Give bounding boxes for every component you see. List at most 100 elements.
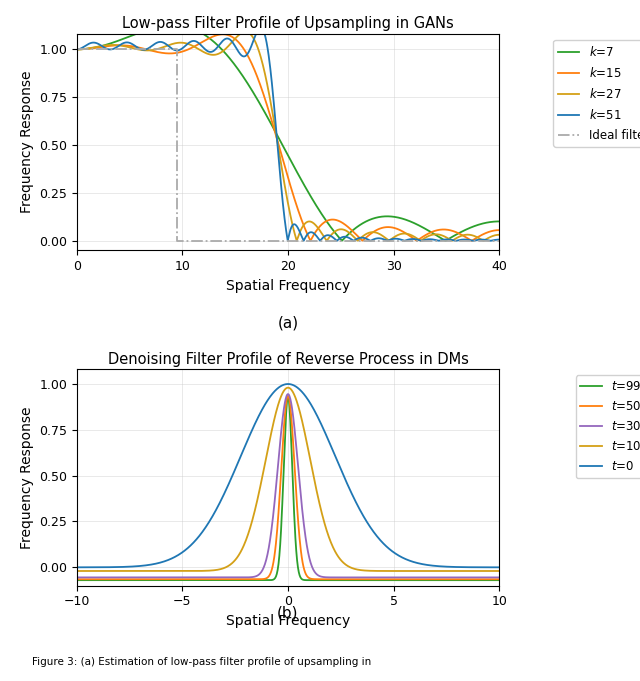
Line: $t$=0: $t$=0 <box>77 384 499 567</box>
X-axis label: Spatial Frequency: Spatial Frequency <box>226 279 350 293</box>
$t$=100 <box>244 532 252 540</box>
Line: $k$=7: $k$=7 <box>77 25 499 240</box>
$t$=999 <box>259 576 267 584</box>
$t$=300 <box>410 573 418 582</box>
$k$=15 <box>394 225 401 233</box>
$k$=15 <box>99 43 106 51</box>
Ideal filter <box>495 237 503 245</box>
$k$=7 <box>495 217 503 225</box>
$k$=27 <box>319 231 326 239</box>
Text: (b): (b) <box>277 605 299 620</box>
$k$=15 <box>73 45 81 53</box>
$t$=0 <box>73 563 81 571</box>
$k$=15 <box>219 30 227 38</box>
$k$=51 <box>418 237 426 245</box>
Line: $t$=999: $t$=999 <box>77 397 499 580</box>
Line: $t$=500: $t$=500 <box>77 396 499 580</box>
$t$=999 <box>403 576 410 584</box>
$t$=0 <box>259 404 267 412</box>
$t$=999 <box>364 576 371 584</box>
Line: $t$=300: $t$=300 <box>77 394 499 577</box>
$k$=7 <box>437 234 445 242</box>
$k$=27 <box>438 231 445 239</box>
Legend: $t$=999, $t$=500, $t$=300, $t$=100, $t$=0: $t$=999, $t$=500, $t$=300, $t$=100, $t$=… <box>575 375 640 478</box>
$t$=0 <box>403 556 410 564</box>
$t$=500 <box>364 575 371 584</box>
$k$=15 <box>437 225 445 234</box>
$t$=500 <box>495 575 503 584</box>
$t$=0 <box>364 518 371 526</box>
$k$=51 <box>394 235 401 243</box>
Title: Denoising Filter Profile of Reverse Process in DMs: Denoising Filter Profile of Reverse Proc… <box>108 352 468 367</box>
$t$=300 <box>403 573 410 582</box>
Ideal filter <box>173 237 181 245</box>
Line: Ideal filter: Ideal filter <box>77 49 499 241</box>
$k$=51 <box>495 236 503 244</box>
$k$=7 <box>394 213 401 221</box>
$k$=15 <box>319 219 326 227</box>
$t$=300 <box>73 573 81 582</box>
$t$=0 <box>244 436 252 444</box>
Text: Figure 3: (a) Estimation of low-pass filter profile of upsampling in: Figure 3: (a) Estimation of low-pass fil… <box>32 657 371 667</box>
Line: $k$=27: $k$=27 <box>77 32 499 240</box>
$t$=300 <box>259 565 267 573</box>
$t$=100 <box>403 567 410 575</box>
$k$=7 <box>330 227 337 235</box>
Ideal filter <box>173 45 181 53</box>
$k$=27 <box>342 227 350 235</box>
$t$=999 <box>284 393 292 401</box>
$t$=500 <box>284 392 292 400</box>
Line: $k$=51: $k$=51 <box>77 28 499 241</box>
$k$=7 <box>99 42 106 50</box>
$k$=7 <box>342 232 350 240</box>
$k$=27 <box>330 228 337 236</box>
$t$=500 <box>259 575 267 583</box>
$k$=7 <box>319 211 326 219</box>
$t$=0 <box>410 558 418 567</box>
$k$=51 <box>438 236 445 244</box>
Y-axis label: Frequency Response: Frequency Response <box>20 71 33 213</box>
$k$=7 <box>442 236 449 244</box>
Legend: $k$=7, $k$=15, $k$=27, $k$=51, Ideal filter: $k$=7, $k$=15, $k$=27, $k$=51, Ideal fil… <box>554 40 640 146</box>
$k$=51 <box>99 42 106 50</box>
$k$=27 <box>73 45 81 53</box>
$k$=27 <box>394 231 401 239</box>
$t$=300 <box>116 573 124 582</box>
$t$=0 <box>495 563 503 571</box>
$t$=999 <box>116 576 124 584</box>
$t$=100 <box>284 383 292 392</box>
$k$=7 <box>170 21 177 29</box>
$t$=500 <box>403 575 410 584</box>
Text: (a): (a) <box>277 316 299 331</box>
$k$=15 <box>468 237 476 245</box>
$t$=100 <box>495 567 503 575</box>
$t$=300 <box>244 573 252 582</box>
$t$=500 <box>116 575 124 584</box>
Ideal filter <box>73 45 81 53</box>
$k$=27 <box>242 28 250 36</box>
$t$=100 <box>116 567 124 575</box>
$t$=0 <box>116 563 124 571</box>
$t$=300 <box>364 573 371 582</box>
$t$=100 <box>410 567 418 575</box>
$t$=100 <box>259 470 267 478</box>
Title: Low-pass Filter Profile of Upsampling in GANs: Low-pass Filter Profile of Upsampling in… <box>122 16 454 31</box>
$k$=51 <box>330 234 337 242</box>
$t$=999 <box>410 576 418 584</box>
$t$=999 <box>244 576 252 584</box>
$k$=27 <box>417 236 424 244</box>
$t$=500 <box>73 575 81 584</box>
$t$=500 <box>244 575 252 584</box>
X-axis label: Spatial Frequency: Spatial Frequency <box>226 614 350 628</box>
$t$=300 <box>495 573 503 582</box>
$k$=27 <box>495 231 503 239</box>
$t$=100 <box>73 567 81 575</box>
$k$=51 <box>73 45 81 53</box>
$k$=15 <box>495 226 503 234</box>
$t$=100 <box>364 567 371 575</box>
$t$=500 <box>410 575 418 584</box>
$t$=999 <box>495 576 503 584</box>
Line: $k$=15: $k$=15 <box>77 34 499 241</box>
$k$=7 <box>73 45 81 53</box>
$t$=0 <box>284 380 292 388</box>
